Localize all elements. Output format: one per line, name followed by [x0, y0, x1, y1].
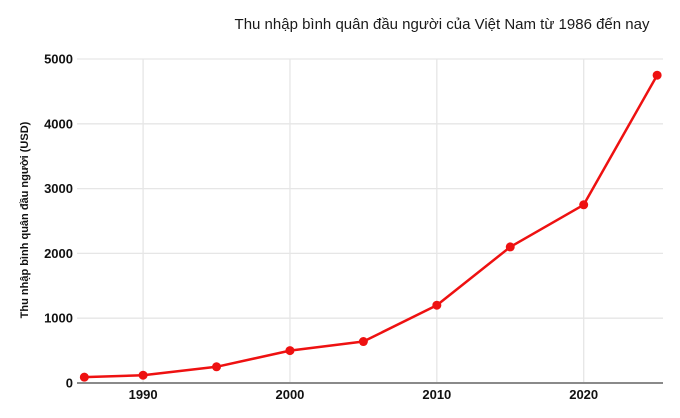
data-point	[432, 300, 442, 310]
y-tick-label: 0	[66, 376, 73, 391]
x-tick-label: 1990	[129, 387, 158, 402]
data-point	[138, 370, 148, 380]
data-point	[212, 362, 222, 372]
data-point	[579, 200, 589, 210]
data-point	[79, 372, 89, 382]
y-tick-label: 2000	[44, 246, 73, 261]
y-tick-label: 4000	[44, 116, 73, 131]
data-line	[83, 73, 659, 379]
x-tick-label: 2000	[275, 387, 304, 402]
data-point	[505, 242, 515, 252]
y-tick-label: 3000	[44, 181, 73, 196]
data-point	[285, 346, 295, 356]
chart-title: Thu nhập bình quân đầu người của Việt Na…	[234, 16, 650, 33]
y-tick-label: 1000	[44, 311, 73, 326]
x-tick-label: 2020	[569, 387, 598, 402]
data-point	[358, 337, 368, 347]
x-tick-label: 2010	[422, 387, 451, 402]
data-point	[652, 70, 662, 80]
y-tick-label: 5000	[44, 52, 73, 67]
